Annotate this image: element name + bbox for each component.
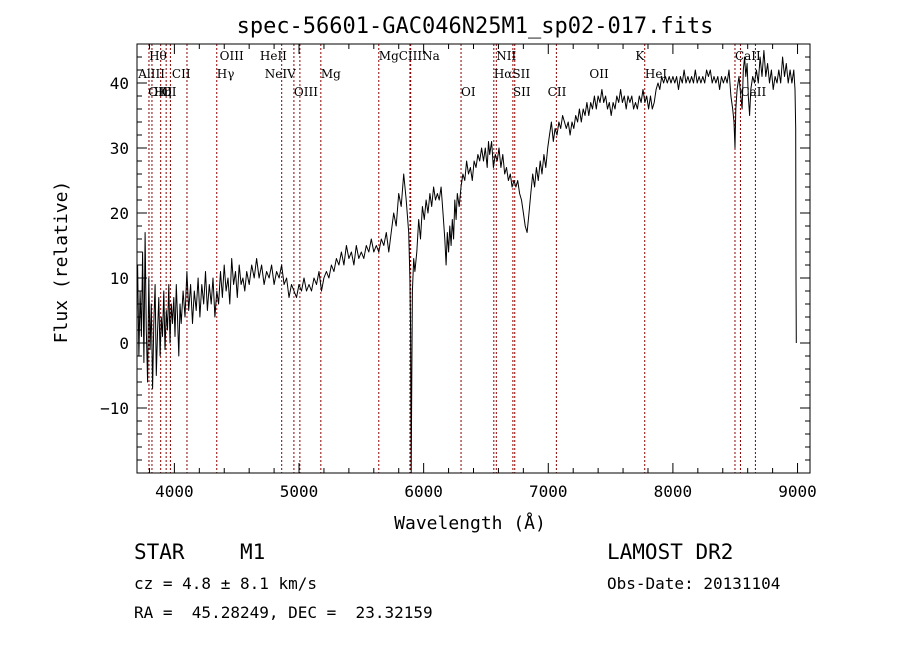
observation-date: Obs-Date: 20131104	[607, 574, 781, 593]
spectral-line-label: OIII	[148, 85, 172, 99]
y-tick-label: 0	[119, 334, 129, 353]
x-axis-label: Wavelength (Å)	[394, 512, 546, 534]
y-axis-label: Flux (relative)	[51, 181, 72, 344]
y-tick-label: −10	[100, 399, 129, 418]
y-tick-label: 10	[110, 269, 129, 288]
y-tick-label: 40	[110, 74, 129, 93]
spectral-line-label: Hγ	[217, 67, 235, 81]
y-tick-label: 20	[110, 204, 129, 223]
spectral-line-label: OI	[461, 85, 476, 99]
x-tick-label: 9000	[778, 482, 817, 501]
spectral-line-label: OII	[589, 67, 609, 81]
spectral-line-label: NII	[496, 49, 516, 63]
object-subclass: M1	[240, 540, 266, 564]
x-tick-label: 4000	[155, 482, 194, 501]
spectral-line-markers	[148, 44, 756, 473]
x-axis-ticks: 4000 5000 6000 7000 8000 9000	[148, 44, 817, 501]
spectral-line-label: SII	[513, 85, 531, 99]
spectral-line-label: AlIII	[137, 67, 165, 81]
spectral-line-label: OI	[162, 85, 177, 99]
ra-dec-coordinates: RA = 45.28249, DEC = 23.32159	[134, 603, 433, 622]
x-tick-label: 5000	[280, 482, 319, 501]
x-tick-label: 7000	[529, 482, 568, 501]
spectrum-series-line	[137, 50, 797, 474]
plot-frame	[136, 43, 811, 474]
survey-name: LAMOST DR2	[607, 540, 734, 564]
object-class: STAR	[134, 540, 185, 564]
spectral-line-label: HeI	[645, 67, 668, 81]
spectral-line-label: CaII	[740, 85, 766, 99]
spectral-line-label: Hη	[154, 85, 172, 99]
spectral-line-label: CII	[548, 85, 567, 99]
spectral-line-label: OIII	[294, 85, 318, 99]
spectral-line-label: Hθ	[149, 49, 167, 63]
chart-title: spec-56601-GAC046N25M1_sp02-017.fits	[237, 14, 714, 39]
spectral-line-label: OIII	[220, 49, 244, 63]
x-tick-label: 8000	[654, 482, 693, 501]
spectral-line-label: HαSII	[494, 67, 531, 81]
redshift-velocity: cz = 4.8 ± 8.1 km/s	[134, 574, 318, 593]
series-layer	[137, 50, 797, 474]
spectral-line-label: K	[635, 49, 645, 63]
y-axis-ticks: −10 0 10 20 30 40	[100, 56, 810, 461]
spectral-line-label: CaII	[735, 49, 761, 63]
spectral-line-label: Mg	[321, 67, 341, 81]
x-tick-label: 6000	[404, 482, 443, 501]
spectral-line-label: MgCIIINa	[379, 49, 440, 63]
y-tick-label: 30	[110, 139, 129, 158]
spectral-line-label: CII	[172, 67, 191, 81]
spectral-line-label: NeIV	[265, 67, 296, 81]
spectral-line-label: HeII	[260, 49, 287, 63]
